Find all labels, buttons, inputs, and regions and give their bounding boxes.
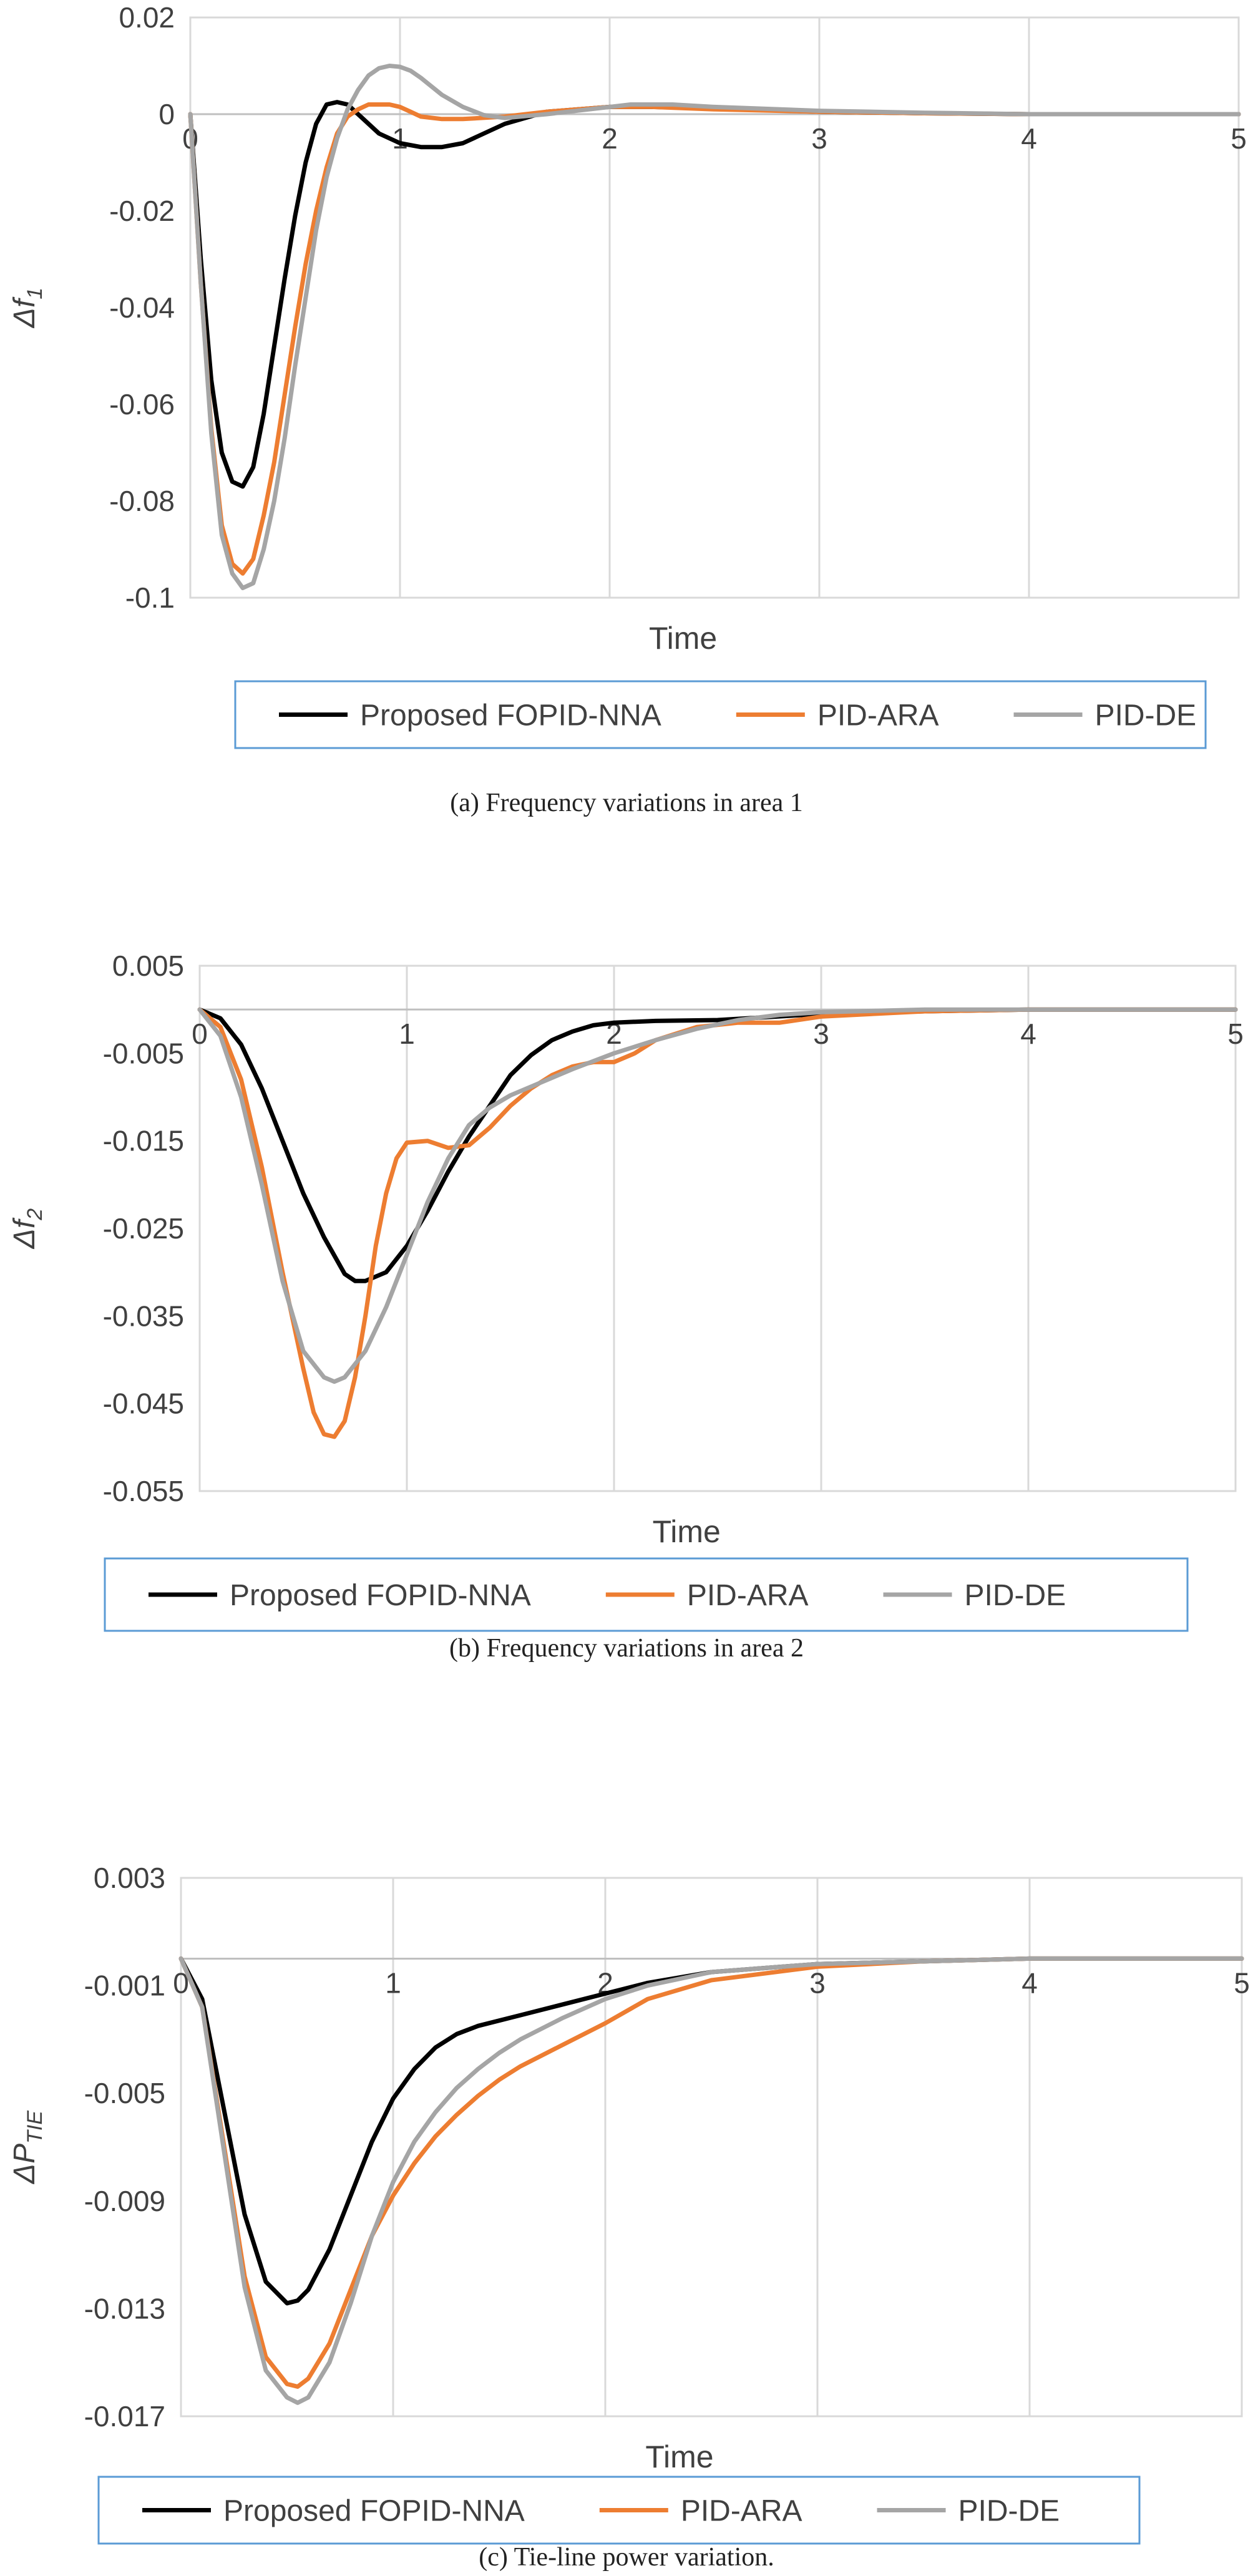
y-tick-label: -0.04 [109,291,175,324]
y-tick-label: -0.035 [103,1300,184,1332]
x-tick-label: 4 [1020,1018,1036,1050]
chart-panel-1: 0.020-0.02-0.04-0.06-0.08-0.10 1 2 3 4 5TimeΔ… [8,1,1247,817]
x-tick-label: 1 [385,1966,401,1999]
x-tick-label: 2 [602,122,618,155]
x-tick-label: 5 [1227,1018,1244,1050]
x-axis-title: Time [653,1514,721,1549]
y-tick-label: -0.005 [84,2077,165,2109]
y-axis-title-main: ΔP [8,2144,41,2184]
series-line-1 [188,100,1241,489]
chart-panel-2: 0.005 -0.005 -0.015 -0.025 -0.035 -0.045 -0.05… [8,950,1244,1663]
x-tick-label: 1 [399,1018,415,1050]
y-tick-label: 0.005 [112,950,184,982]
y-axis-title-sub: TIE [23,2111,47,2144]
y-tick-label: -0.013 [84,2292,165,2325]
plot-area [189,16,1240,599]
y-axis-title-sub: 2 [23,1208,47,1221]
legend-label-2: PID-ARA [687,1579,809,1612]
legend-label-2: PID-ARA [817,699,939,732]
series-line-2 [178,1956,1244,2389]
y-tick-label: -0.017 [84,2400,165,2433]
y-axis-title: ΔPTIE [8,2111,47,2184]
legend: Proposed FOPID-NNA PID-ARA PID-DE [97,2476,1141,2545]
series-line-3 [197,1007,1238,1384]
y-tick-label: -0.06 [109,388,175,420]
x-tick-label: 0 [192,1018,208,1050]
series-line-2 [188,102,1241,576]
y-axis-title-sub: 1 [23,288,47,299]
y-axis-title: Δf1 [8,288,47,328]
legend-label-1: Proposed FOPID-NNA [230,1579,531,1612]
y-axis-title-main: Δf [8,296,41,328]
y-tick-label: -0.001 [84,1970,165,2002]
legend: Proposed FOPID-NNA PID-ARA PID-DE [234,680,1207,749]
series-line-1 [197,1007,1238,1283]
figure-caption: (b) Frequency variations in area 2 [449,1634,804,1663]
y-tick-label: -0.08 [109,485,175,517]
y-tick-label: -0.005 [103,1037,184,1069]
y-tick-label: -0.055 [103,1475,184,1507]
x-axis-title: Time [649,621,717,656]
legend-label-2: PID-ARA [681,2495,802,2528]
x-tick-label: 3 [813,1018,829,1050]
series-line-1 [178,1956,1244,2306]
legend-label-1: Proposed FOPID-NNA [223,2495,525,2528]
figure-caption: (a) Frequency variations in area 1 [450,789,803,817]
y-tick-label: 0.003 [94,1862,165,1894]
x-tick-label: 4 [1021,122,1037,155]
legend-box [97,2476,1141,2545]
y-tick-label: 0 [158,98,175,130]
y-tick-label: -0.1 [125,581,175,614]
x-tick-label: 4 [1021,1966,1038,1999]
figure-caption: (c) Tie-line power variation. [479,2543,774,2572]
legend: Proposed FOPID-NNA PID-ARA PID-DE [104,1557,1189,1632]
plot-area [180,1877,1243,2418]
x-tick-label: 5 [1234,1966,1250,1999]
y-tick-label: -0.015 [103,1125,184,1157]
y-tick-label: -0.009 [84,2185,165,2217]
legend-label-3: PID-DE [1095,699,1197,732]
y-tick-label: -0.045 [103,1388,184,1420]
legend-label-1: Proposed FOPID-NNA [360,699,661,732]
legend-label-3: PID-DE [958,2495,1060,2528]
y-tick-label: 0.02 [119,1,175,34]
series-line-3 [178,1956,1244,2405]
y-tick-label: -0.02 [109,195,175,227]
x-axis-title: Time [645,2439,713,2474]
x-tick-label: 5 [1231,122,1247,155]
y-axis-title: Δf2 [8,1208,47,1250]
legend-label-3: PID-DE [965,1579,1066,1612]
x-tick-label: 3 [811,122,827,155]
plot-area [198,965,1237,1492]
x-tick-label: 3 [809,1966,826,1999]
y-axis-title-main: Δf [8,1217,41,1249]
series-line-3 [188,64,1241,590]
series-line-2 [197,1007,1238,1439]
y-tick-label: -0.025 [103,1212,184,1245]
